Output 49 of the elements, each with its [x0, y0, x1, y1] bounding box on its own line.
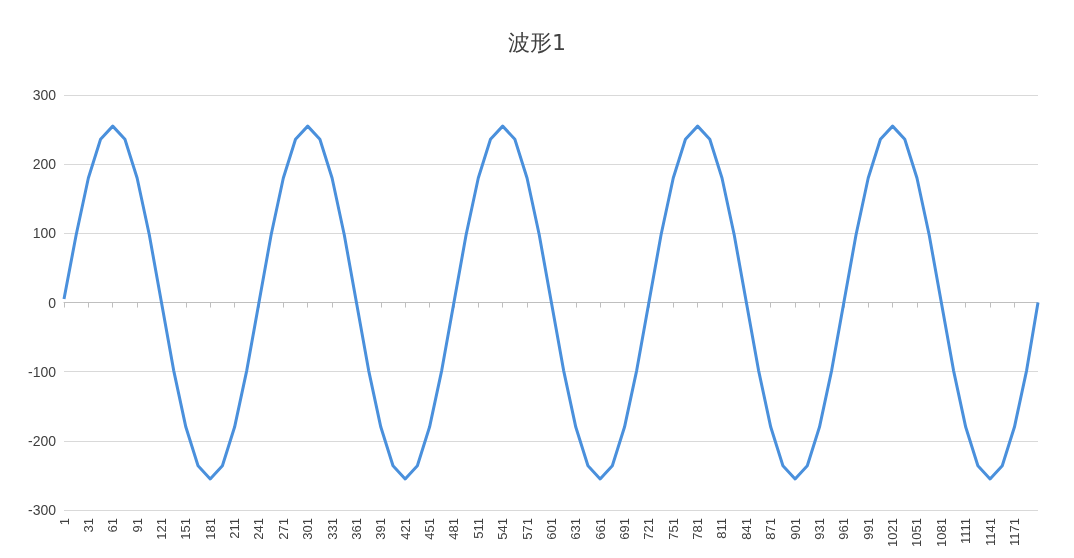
x-tick-label: 331 [324, 518, 340, 540]
chart-title: 波形1 [508, 29, 566, 55]
x-tick-label: 391 [373, 518, 389, 540]
x-tick-label: 91 [129, 518, 145, 533]
x-tick-label: 451 [422, 518, 438, 540]
y-tick-label: -100 [27, 363, 57, 380]
x-tick-label: 1141 [982, 518, 998, 547]
line-series [62, 124, 1040, 481]
x-tick-label: 421 [397, 518, 413, 540]
y-tick-label: 200 [32, 156, 57, 173]
x-tick-label: 1171 [1006, 518, 1022, 547]
x-tick-label: 901 [787, 518, 803, 540]
x-tick-label: 691 [617, 518, 633, 540]
x-tick-label: 151 [178, 518, 194, 540]
x-tick-label: 241 [251, 518, 267, 540]
x-tick-label: 301 [300, 518, 316, 540]
x-tick-label: 631 [568, 518, 584, 540]
x-tick-label: 31 [80, 518, 96, 533]
x-tick-label: 211 [227, 518, 243, 539]
y-tick-label: 0 [48, 294, 57, 311]
x-tick-label: 481 [446, 518, 462, 540]
x-tick-label: 661 [592, 518, 608, 540]
x-tick-label: 571 [519, 518, 535, 540]
x-tick-label: 841 [738, 518, 754, 540]
y-tick-label: 100 [32, 225, 57, 242]
x-tick-label: 511 [470, 518, 486, 539]
y-tick-label: -200 [27, 432, 57, 449]
x-tick-label: 721 [641, 518, 657, 540]
x-tick-label: 1021 [885, 518, 901, 547]
x-tick-label: 991 [860, 518, 876, 540]
x-tick-label: 181 [202, 518, 218, 540]
x-tick-label: 871 [763, 518, 779, 540]
x-tick-label: 781 [690, 518, 706, 540]
x-tick-label: 811 [714, 518, 730, 539]
x-tick-label: 751 [665, 518, 681, 540]
x-tick-label: 1051 [909, 518, 925, 547]
x-tick-label: 121 [153, 518, 169, 540]
x-tick-label: 271 [275, 518, 291, 540]
x-tick-label: 1081 [933, 518, 949, 547]
x-tick-label: 361 [348, 518, 364, 540]
x-tick-label: 961 [836, 518, 852, 540]
x-tick-label: 541 [495, 518, 511, 540]
y-tick-label: 300 [32, 87, 57, 103]
x-tick-label: 1 [56, 518, 72, 526]
x-tick-label: 931 [811, 518, 827, 540]
x-tick-label: 1111 [958, 518, 974, 545]
y-tick-label: -300 [27, 502, 57, 519]
x-tick-label: 601 [543, 518, 559, 540]
x-tick-label: 61 [105, 518, 121, 533]
